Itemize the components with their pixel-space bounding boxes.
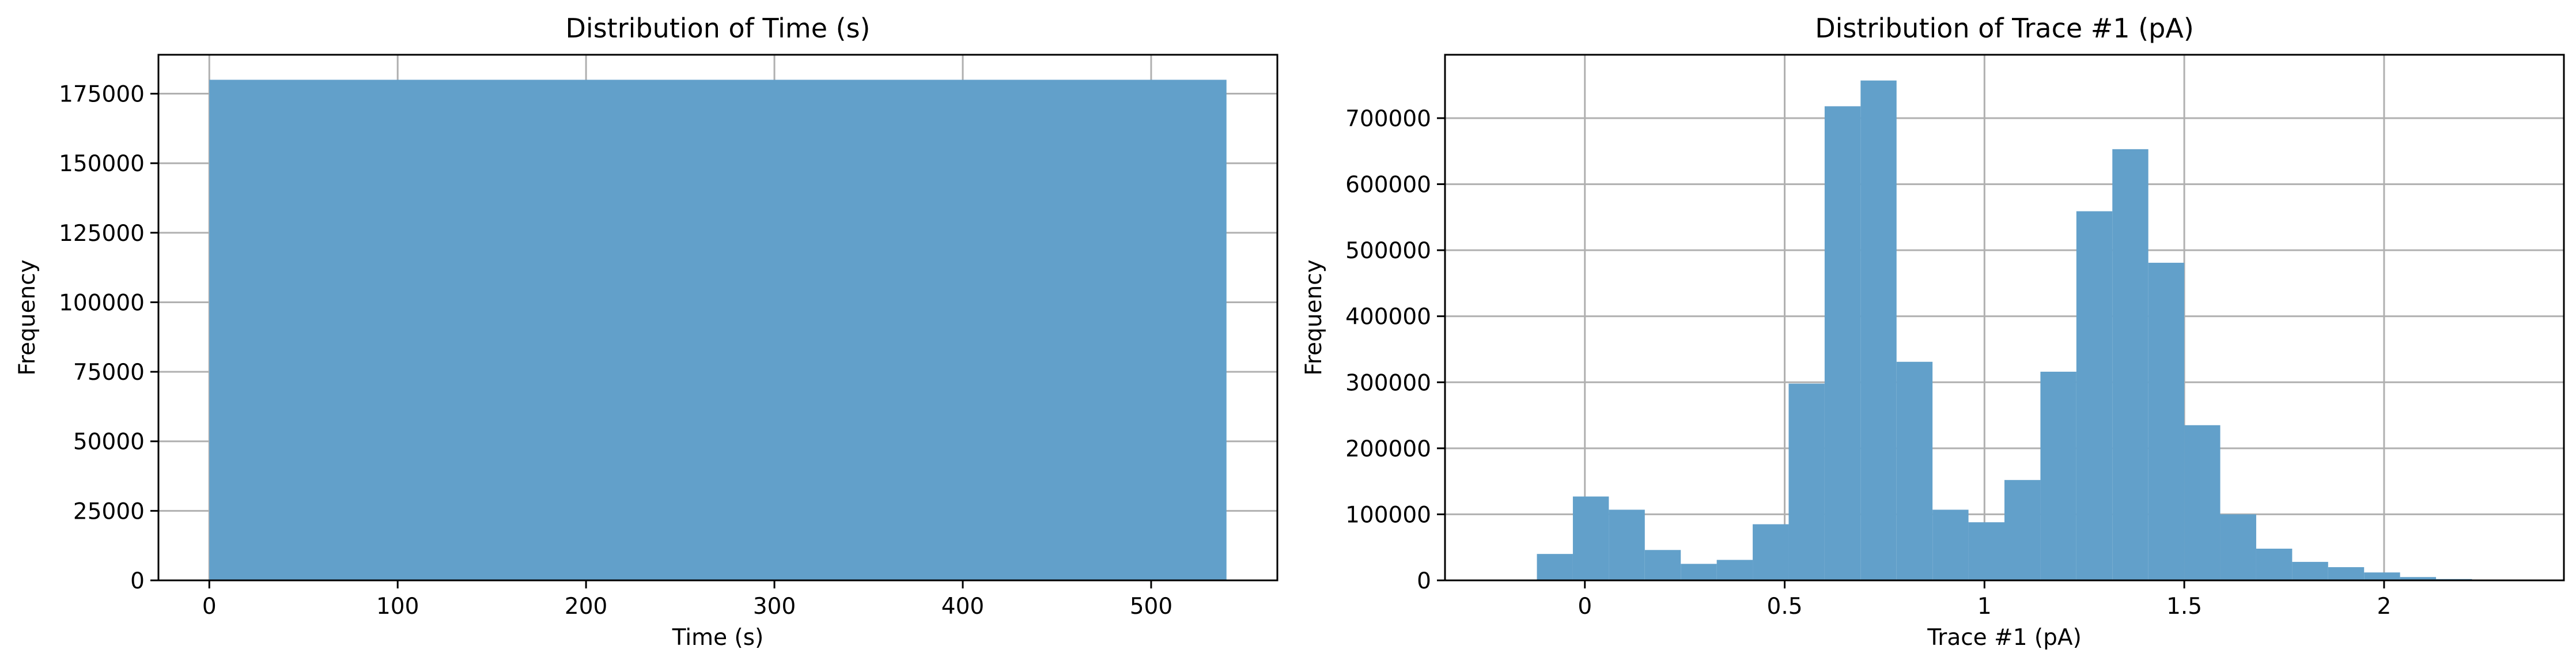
x-tick-label: 300	[753, 594, 796, 620]
x-tick-label: 0	[202, 594, 217, 620]
x-tick-label: 500	[1130, 594, 1172, 620]
histogram-bar	[1788, 383, 1825, 580]
histogram-bar	[1896, 361, 1933, 580]
x-tick-label: 100	[376, 594, 419, 620]
y-tick-label: 500000	[1345, 238, 1431, 264]
histogram-bar	[2076, 211, 2113, 580]
axis-ticks: 0 0.5 1 1.5 2 0 100000 200000 300000 400000 500000…	[1345, 106, 2391, 620]
y-tick-label: 0	[130, 568, 145, 594]
y-tick-label: 125000	[59, 221, 145, 247]
histogram-bar	[2364, 572, 2400, 580]
y-tick-label: 50000	[73, 429, 145, 455]
histogram-bar	[2400, 577, 2437, 580]
x-tick-label: 1.5	[2166, 594, 2202, 620]
x-tick-label: 1	[1977, 594, 1992, 620]
y-tick-label: 700000	[1345, 106, 1431, 132]
histogram-bar	[1753, 524, 1789, 580]
histogram-bar	[2184, 425, 2221, 580]
histogram-bar	[209, 80, 1227, 580]
y-tick-label: 175000	[59, 82, 145, 108]
axis-ticks: 0 100 200 300 400 500 0 25000 50000 75000 100000 12…	[59, 82, 1172, 620]
chart-title: Distribution of Time (s)	[566, 13, 871, 44]
x-axis-label: Time (s)	[672, 625, 764, 651]
histogram-bar	[2004, 480, 2041, 580]
y-tick-label: 25000	[73, 499, 145, 524]
x-tick-label: 400	[941, 594, 984, 620]
histogram-bar	[1824, 106, 1861, 581]
histogram-bar	[2292, 561, 2328, 580]
x-tick-label: 2	[2377, 594, 2391, 620]
x-tick-label: 0.5	[1767, 594, 1803, 620]
histogram-bar	[2328, 567, 2365, 580]
histogram-bar	[1716, 560, 1753, 580]
y-axis-label: Frequency	[14, 259, 40, 375]
plot-area-frame	[157, 54, 1278, 582]
histogram-bar	[1932, 509, 1969, 580]
time-histogram: Distribution of Time (s) 0 100 200 300 400 50…	[14, 13, 1278, 651]
plot-area-frame	[1444, 54, 2565, 582]
histogram-bar	[2256, 549, 2293, 580]
x-tick-label: 200	[565, 594, 607, 620]
histogram-bar	[2112, 149, 2148, 580]
histogram-bar	[1968, 522, 2004, 580]
histogram-bar	[2220, 514, 2256, 580]
histogram-bars	[1537, 80, 2508, 581]
y-tick-label: 100000	[59, 290, 145, 316]
trace-histogram: Distribution of Trace #1 (pA) 0 0.5 1 1.5 20…	[1301, 13, 2565, 651]
y-tick-label: 300000	[1345, 370, 1431, 396]
histogram-bar	[1860, 80, 1897, 580]
histogram-bar	[1537, 554, 1573, 580]
y-axis-label: Frequency	[1301, 259, 1327, 375]
x-axis-label: Trace #1 (pA)	[1927, 625, 2082, 651]
histogram-bar	[2040, 371, 2076, 580]
histogram-bar	[1572, 496, 1609, 580]
y-tick-label: 400000	[1345, 304, 1431, 330]
y-tick-label: 600000	[1345, 172, 1431, 198]
histogram-bars	[209, 80, 1227, 580]
y-tick-label: 0	[1417, 568, 1431, 594]
x-tick-label: 0	[1578, 594, 1592, 620]
chart-title: Distribution of Trace #1 (pA)	[1815, 13, 2194, 44]
y-tick-label: 75000	[73, 360, 145, 386]
histogram-bar	[1609, 509, 1645, 580]
y-tick-label: 150000	[59, 151, 145, 177]
y-tick-label: 100000	[1345, 502, 1431, 528]
y-tick-label: 200000	[1345, 436, 1431, 462]
histogram-bar	[1681, 564, 1717, 580]
histogram-bar	[1644, 550, 1681, 580]
histogram-bar	[2148, 262, 2185, 580]
